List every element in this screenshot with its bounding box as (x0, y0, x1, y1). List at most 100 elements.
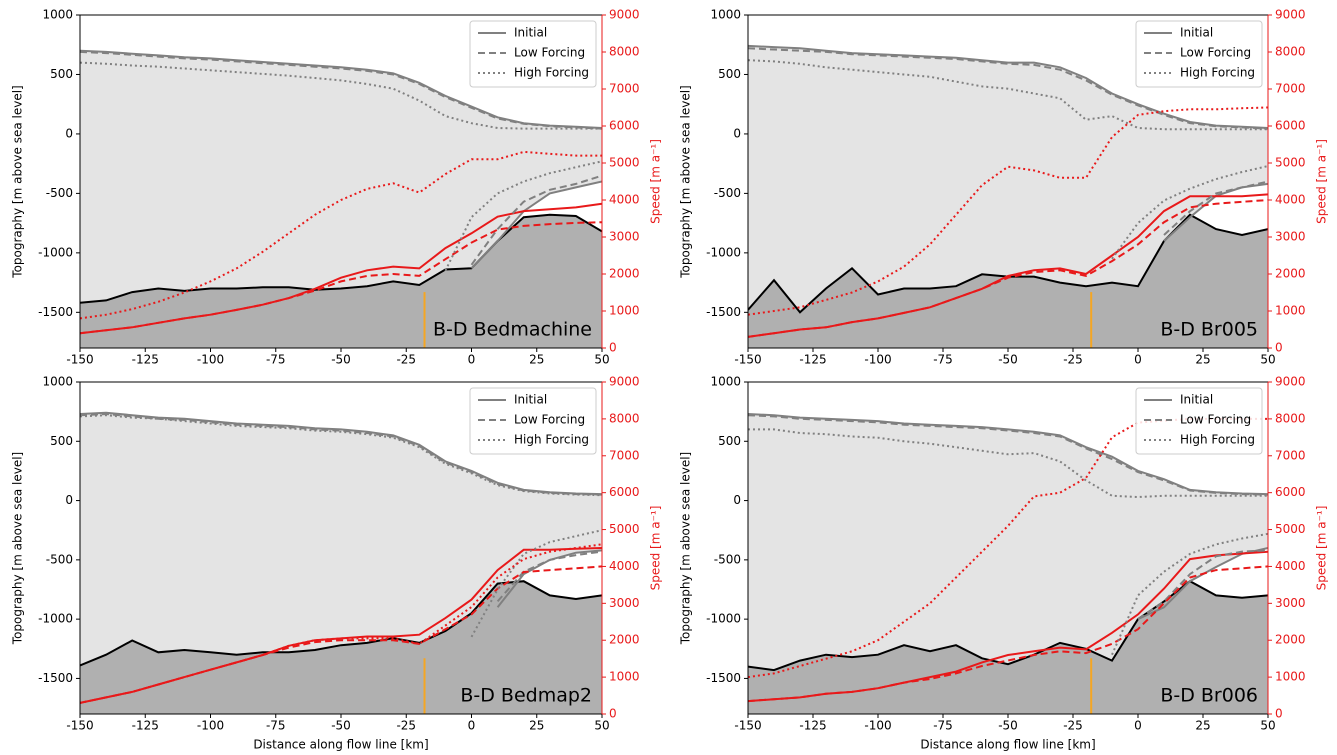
x-tick-label: -150 (734, 353, 761, 367)
y2-tick-label: 3000 (609, 596, 640, 610)
y2-tick-label: 8000 (1275, 411, 1306, 425)
x-tick-label: -100 (864, 353, 891, 367)
y2-tick-label: 1000 (609, 304, 640, 318)
x-tick-label: 0 (468, 719, 476, 733)
y2-tick-label: 8000 (609, 411, 640, 425)
speed-line (80, 150, 602, 320)
speed-line (80, 565, 602, 704)
ice-fill (80, 412, 602, 666)
x-tick-label: 0 (468, 353, 476, 367)
plot-area (748, 44, 1268, 348)
surface-line (748, 44, 1268, 129)
x-tick-label: -25 (1063, 719, 1083, 733)
panel: -150 -125 -100 -75 -50 -25 0 25 50 -1500 -1000 -500… (11, 375, 663, 752)
speed-line (80, 202, 602, 335)
legend-label: Low Forcing (1180, 413, 1251, 427)
speed-line (748, 550, 1268, 703)
y2-tick-label: 0 (1275, 341, 1283, 355)
y-tick-label: -1000 (38, 612, 73, 626)
y2-tick-label: 9000 (609, 375, 640, 389)
legend-label: Initial (1180, 393, 1213, 407)
x-tick-label: 25 (529, 719, 544, 733)
x-tick-label: 25 (529, 353, 544, 367)
x-axis-label: Distance along flow line [km] (920, 738, 1095, 752)
y2-axis-label: Speed [m a⁻¹] (1315, 506, 1329, 591)
x-tick-label: -50 (998, 353, 1018, 367)
y-tick-label: 1000 (710, 375, 741, 389)
legend-label: Low Forcing (1180, 46, 1251, 60)
surface-line (80, 61, 602, 130)
base-line (496, 550, 602, 603)
y2-tick-label: 4000 (609, 193, 640, 207)
y-tick-label: -1500 (706, 305, 741, 319)
x-tick-label: -50 (331, 353, 351, 367)
legend-label: Low Forcing (514, 413, 585, 427)
surface-line (80, 50, 602, 130)
y2-tick-label: 4000 (609, 559, 640, 573)
y2-tick-label: 5000 (609, 522, 640, 536)
y-tick-label: -1000 (706, 245, 741, 259)
ice-fill (80, 50, 602, 303)
x-tick-label: -125 (132, 719, 159, 733)
y2-tick-label: 6000 (1275, 119, 1306, 133)
panel: -150 -125 -100 -75 -50 -25 0 25 50 -1500 -1000 -500… (679, 375, 1329, 752)
y2-tick-label: 9000 (1275, 375, 1306, 389)
x-tick-label: -50 (998, 719, 1018, 733)
y2-tick-label: 2000 (609, 633, 640, 647)
y2-tick-label: 8000 (609, 45, 640, 59)
y2-tick-label: 1000 (1275, 670, 1306, 684)
x-tick-label: -75 (933, 719, 953, 733)
y-tick-label: 0 (65, 126, 73, 140)
ice-fill (748, 414, 1268, 671)
y-axis-label: Topography [m above sea level] (679, 85, 693, 278)
y2-tick-label: 5000 (1275, 156, 1306, 170)
y-tick-label: -500 (714, 186, 741, 200)
y2-tick-label: 6000 (1275, 485, 1306, 499)
y-tick-label: 500 (718, 67, 741, 81)
base-line (1111, 532, 1268, 656)
surface-line (748, 428, 1268, 499)
y2-axis-label: Speed [m a⁻¹] (649, 506, 663, 591)
y2-tick-label: 9000 (609, 8, 640, 22)
x-tick-label: -125 (132, 353, 159, 367)
x-tick-label: -100 (197, 353, 224, 367)
bed-line (80, 213, 602, 304)
x-tick-label: -50 (331, 719, 351, 733)
x-tick-label: 50 (1260, 353, 1275, 367)
x-tick-label: -75 (933, 353, 953, 367)
speed-line (748, 193, 1268, 338)
y-tick-label: 500 (50, 67, 73, 81)
y-axis-label: Topography [m above sea level] (679, 452, 693, 645)
y2-tick-label: 0 (1275, 707, 1283, 721)
y2-axis-label: Speed [m a⁻¹] (1315, 139, 1329, 224)
x-tick-label: -150 (66, 353, 93, 367)
y-tick-label: 0 (65, 493, 73, 507)
bed-fill (748, 214, 1268, 348)
y-tick-label: -1500 (706, 671, 741, 685)
y-tick-label: -500 (46, 552, 73, 566)
y2-tick-label: 7000 (1275, 448, 1306, 462)
x-tick-label: -100 (197, 719, 224, 733)
y-tick-label: 0 (733, 493, 741, 507)
bed-line (748, 580, 1268, 672)
y2-tick-label: 4000 (1275, 193, 1306, 207)
y-tick-label: 0 (733, 126, 741, 140)
x-tick-label: -100 (864, 719, 891, 733)
y-tick-label: -1000 (38, 245, 73, 259)
legend-box (469, 20, 597, 88)
y2-tick-label: 6000 (609, 119, 640, 133)
plot-area (748, 413, 1268, 714)
legend-label: Initial (514, 393, 547, 407)
panel-label: B-D Br006 (1160, 685, 1258, 707)
surface-line (748, 414, 1268, 496)
surface-line (748, 59, 1268, 131)
y-tick-label: 500 (50, 434, 73, 448)
y-tick-label: 1000 (42, 375, 73, 389)
y2-axis-label: Speed [m a⁻¹] (649, 139, 663, 224)
y-tick-label: -1500 (38, 671, 73, 685)
y-tick-label: -1000 (706, 612, 741, 626)
speed-line (80, 221, 602, 335)
y2-tick-label: 9000 (1275, 8, 1306, 22)
y2-tick-label: 2000 (609, 267, 640, 281)
